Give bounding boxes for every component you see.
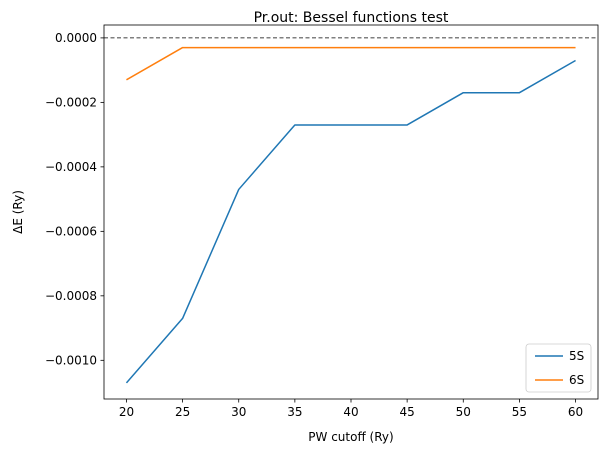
x-axis-title: PW cutoff (Ry) <box>308 430 393 444</box>
x-tick-label: 30 <box>231 405 246 419</box>
plot-frame <box>103 24 599 400</box>
legend-label-6s: 6S <box>569 373 584 387</box>
x-tick-label: 60 <box>568 405 583 419</box>
legend-label-5s: 5S <box>569 349 584 363</box>
plot-area <box>103 24 599 400</box>
y-axis: 0.0000 −0.0002 −0.0004 −0.0006 −0.0008 −0.001… <box>45 31 104 367</box>
legend: 5S 6S <box>525 343 592 393</box>
y-tick-label: −0.0004 <box>45 160 97 174</box>
y-tick-label: −0.0008 <box>45 289 97 303</box>
y-tick-label: −0.0010 <box>45 353 97 367</box>
series-line-5s <box>125 59 576 384</box>
x-axis: 20 25 30 35 40 45 50 55 60 <box>119 399 583 419</box>
chart-title: Pr.out: Bessel functions test <box>254 10 449 26</box>
x-tick-label: 20 <box>119 405 134 419</box>
x-tick-label: 50 <box>456 405 471 419</box>
x-tick-label: 25 <box>175 405 190 419</box>
y-tick-label: −0.0006 <box>45 224 97 238</box>
y-tick-label: 0.0000 <box>55 31 97 45</box>
x-tick-label: 55 <box>512 405 527 419</box>
series-line-6s <box>126 46 576 81</box>
x-tick-label: 40 <box>343 405 358 419</box>
y-tick-label: −0.0002 <box>45 95 97 109</box>
x-tick-label: 35 <box>287 405 302 419</box>
x-tick-label: 45 <box>399 405 414 419</box>
series-layer <box>125 46 576 384</box>
y-axis-title: ΔE (Ry) <box>11 190 25 234</box>
